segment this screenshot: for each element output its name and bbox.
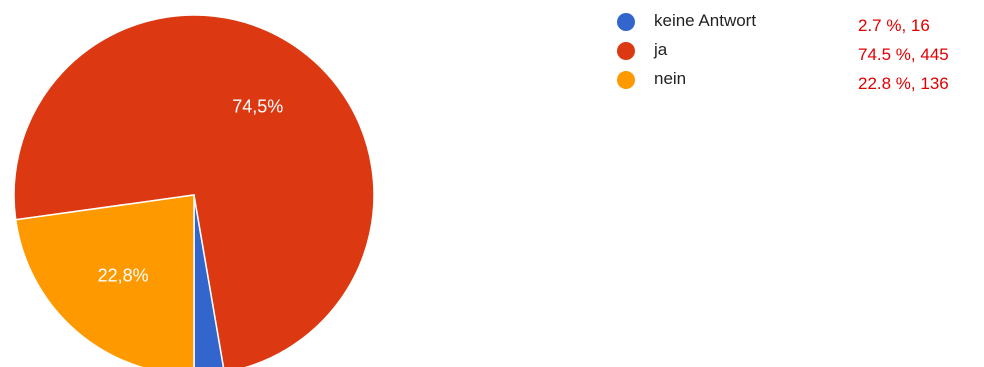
- legend-label: ja: [654, 40, 668, 59]
- legend-stat: 74.5 %, 445: [858, 45, 949, 64]
- legend-label: nein: [654, 69, 687, 88]
- legend-item-ja[interactable]: ja 74.5 %, 445: [616, 39, 976, 68]
- legend: keine Antwort 2.7 %, 16 ja 74.5 %, 445 n…: [616, 10, 976, 97]
- legend-item-nein[interactable]: nein 22.8 %, 136: [616, 68, 976, 97]
- pie-slice-ja[interactable]: [13, 14, 375, 367]
- slice-label: 74,5%: [232, 97, 283, 117]
- legend-label: keine Antwort: [654, 11, 757, 30]
- slice-label: 22,8%: [98, 265, 149, 285]
- legend-stat: 22.8 %, 136: [858, 74, 949, 93]
- pie-slice-nein[interactable]: [14, 194, 195, 367]
- legend-swatch-ja: [617, 42, 635, 60]
- legend-item-keine-antwort[interactable]: keine Antwort 2.7 %, 16: [616, 10, 976, 39]
- legend-swatch-nein: [617, 71, 635, 89]
- legend-swatch-keine-antwort: [617, 13, 635, 31]
- legend-stat: 2.7 %, 16: [858, 16, 930, 35]
